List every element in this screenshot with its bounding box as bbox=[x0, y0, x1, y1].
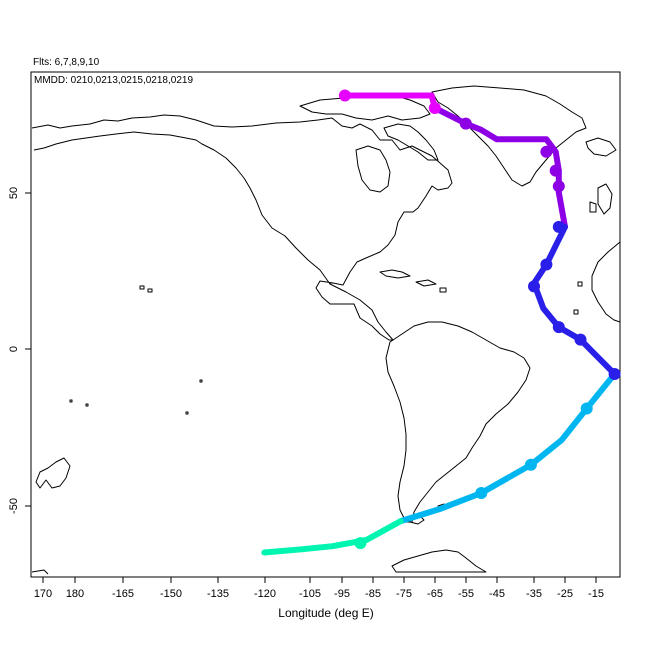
pacific-islands bbox=[69, 379, 203, 415]
x-tick-label: -45 bbox=[489, 588, 505, 600]
british-isles bbox=[589, 183, 613, 215]
y-tick-label: -50 bbox=[8, 498, 20, 514]
flight-track-segment bbox=[397, 371, 618, 525]
flight-track-segment bbox=[261, 518, 404, 556]
iceland-outline bbox=[585, 137, 617, 157]
x-tick-label: -35 bbox=[526, 588, 542, 600]
hudson-bay bbox=[355, 145, 391, 193]
flight-marker bbox=[540, 258, 553, 271]
flight-marker bbox=[552, 220, 565, 233]
hawaii-islands bbox=[139, 285, 153, 293]
x-axis: 170 180 -165 -150 -135 -120 -105 -95 -85 -75 -65 -5… bbox=[34, 577, 604, 600]
north-america-outline bbox=[31, 114, 453, 341]
africa-outline bbox=[591, 241, 621, 323]
plot-frame bbox=[30, 71, 621, 578]
flight-track-segment bbox=[531, 223, 618, 377]
x-tick-label: -165 bbox=[112, 588, 134, 600]
x-tick-label: -95 bbox=[334, 588, 350, 600]
flight-track-segment bbox=[431, 105, 568, 230]
flight-marker bbox=[459, 117, 472, 130]
x-tick-label: -150 bbox=[160, 588, 182, 600]
greenland-outline bbox=[431, 85, 587, 187]
flight-marker bbox=[580, 402, 593, 415]
coastlines bbox=[31, 85, 621, 575]
y-axis: 50 0 -50 bbox=[8, 187, 31, 514]
x-tick-label: -15 bbox=[588, 588, 604, 600]
x-axis-label: Longitude (deg E) bbox=[278, 606, 373, 620]
baffin-island bbox=[383, 123, 439, 161]
flight-markers bbox=[338, 89, 621, 550]
flight-marker bbox=[608, 368, 621, 380]
flights-label: Flts: 6,7,8,9,10 bbox=[33, 57, 100, 68]
x-tick-label: -65 bbox=[427, 588, 443, 600]
x-tick-label: -25 bbox=[557, 588, 573, 600]
x-tick-label: -75 bbox=[396, 588, 412, 600]
x-tick-label: -120 bbox=[254, 588, 276, 600]
x-tick-label: 180 bbox=[66, 588, 84, 600]
south-america-outline bbox=[385, 321, 531, 523]
x-tick-label: -105 bbox=[299, 588, 321, 600]
flight-marker bbox=[428, 102, 441, 114]
x-tick-label: 170 bbox=[34, 588, 52, 600]
flight-marker bbox=[524, 458, 537, 471]
flight-marker bbox=[338, 89, 351, 102]
x-tick-label: -55 bbox=[458, 588, 474, 600]
flight-marker bbox=[354, 537, 367, 550]
y-tick-label: 50 bbox=[8, 187, 20, 199]
flight-marker bbox=[552, 180, 565, 193]
atlantic-islands bbox=[573, 281, 583, 315]
flight-marker bbox=[475, 487, 488, 499]
flight-marker bbox=[540, 145, 553, 158]
flight-marker bbox=[549, 164, 562, 177]
dates-label: MMDD: 0210,0213,0215,0218,0219 bbox=[34, 75, 193, 86]
flight-marker bbox=[574, 333, 587, 346]
antarctic-coast bbox=[31, 569, 49, 575]
x-tick-label: -135 bbox=[207, 588, 229, 600]
antarctic-peninsula bbox=[391, 549, 487, 573]
caribbean-islands bbox=[379, 269, 447, 293]
flight-marker bbox=[552, 321, 565, 334]
flight-track-segment bbox=[341, 92, 438, 111]
arctic-islands bbox=[299, 94, 431, 121]
x-tick-label: -85 bbox=[365, 588, 381, 600]
flight-marker bbox=[528, 280, 540, 293]
new-zealand-outline bbox=[35, 457, 71, 489]
y-tick-label: 0 bbox=[8, 346, 20, 352]
